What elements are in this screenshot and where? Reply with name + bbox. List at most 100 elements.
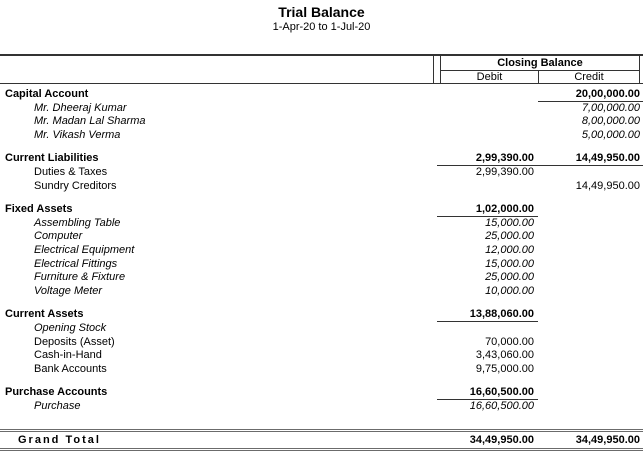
particulars-header-cell <box>0 56 434 83</box>
table-row: Assembling Table 15,000.00 <box>0 217 643 231</box>
credit-amount <box>538 336 643 350</box>
account-label: Opening Stock <box>34 321 107 334</box>
debit-amount: 15,000.00 <box>485 257 534 270</box>
credit-amount: 5,00,000.00 <box>581 128 640 141</box>
account-label: Electrical Equipment <box>34 243 135 256</box>
table-row: Electrical Fittings 15,000.00 <box>0 258 643 272</box>
table-row: Mr. Dheeraj Kumar 7,00,000.00 <box>0 102 643 116</box>
credit-amount: 8,00,000.00 <box>581 115 640 128</box>
table-row: Deposits (Asset) 70,000.00 <box>0 336 643 350</box>
debit-column-header: Debit <box>441 71 539 84</box>
account-label: Computer <box>34 230 83 243</box>
debit-amount <box>437 102 538 116</box>
report-header: Trial Balance 1-Apr-20 to 1-Jul-20 <box>0 0 643 34</box>
table-header: Closing Balance Debit Credit <box>0 54 643 84</box>
table-row: Purchase Accounts 16,60,500.00 <box>0 386 643 400</box>
grand-total-label: Grand Total <box>18 434 101 446</box>
account-label: Electrical Fittings <box>34 257 118 270</box>
table-row: Capital Account 20,00,000.00 <box>0 88 643 102</box>
credit-amount <box>538 285 643 299</box>
credit-amount <box>538 217 643 231</box>
table-row: Duties & Taxes 2,99,390.00 <box>0 166 643 180</box>
credit-amount <box>538 166 643 180</box>
account-label: Purchase <box>34 399 81 412</box>
credit-amount <box>538 258 643 272</box>
account-label: Mr. Madan Lal Sharma <box>34 115 146 128</box>
account-label: Bank Accounts <box>34 362 107 375</box>
table-row: Computer 25,000.00 <box>0 230 643 244</box>
account-label: Capital Account <box>5 88 89 100</box>
table-row: Mr. Vikash Verma 5,00,000.00 <box>0 129 643 143</box>
debit-amount <box>437 115 538 129</box>
table-row: Sundry Creditors 14,49,950.00 <box>0 180 643 194</box>
credit-amount: 20,00,000.00 <box>538 88 643 102</box>
account-label: Deposits (Asset) <box>34 335 115 348</box>
account-label: Fixed Assets <box>5 203 73 216</box>
account-label: Mr. Dheeraj Kumar <box>34 101 127 114</box>
credit-amount: 14,49,950.00 <box>538 152 643 166</box>
table-row: Voltage Meter 10,000.00 <box>0 285 643 299</box>
report-period: 1-Apr-20 to 1-Jul-20 <box>272 21 371 33</box>
debit-amount <box>437 322 538 336</box>
credit-amount <box>538 322 643 336</box>
table-row: Fixed Assets 1,02,000.00 <box>0 203 643 217</box>
account-label: Duties & Taxes <box>34 165 108 178</box>
table-row: Bank Accounts 9,75,000.00 <box>0 363 643 377</box>
table-row: Current Assets 13,88,060.00 <box>0 308 643 322</box>
account-label: Furniture & Fixture <box>34 271 126 284</box>
debit-amount <box>437 88 538 102</box>
account-label: Cash-in-Hand <box>34 349 102 362</box>
debit-amount: 12,000.00 <box>485 243 534 256</box>
credit-amount <box>538 244 643 258</box>
closing-balance-header: Closing Balance <box>441 56 639 71</box>
debit-amount: 25,000.00 <box>485 230 534 243</box>
grand-total-row: Grand Total 34,49,950.00 34,49,950.00 <box>0 429 643 451</box>
grand-total-credit: 34,49,950.00 <box>575 434 640 446</box>
table-row: Current Liabilities 2,99,390.00 14,49,950.… <box>0 152 643 166</box>
debit-amount: 13,88,060.00 <box>437 308 538 322</box>
credit-amount: 7,00,000.00 <box>581 101 640 114</box>
account-label: Assembling Table <box>34 216 121 229</box>
credit-amount <box>538 349 643 363</box>
closing-balance-header-box: Closing Balance Debit Credit <box>440 56 640 84</box>
account-label: Mr. Vikash Verma <box>34 128 121 141</box>
table-row: Mr. Madan Lal Sharma 8,00,000.00 <box>0 115 643 129</box>
credit-amount <box>538 271 643 285</box>
credit-amount <box>538 230 643 244</box>
debit-amount: 16,60,500.00 <box>437 386 538 400</box>
account-label: Current Assets <box>5 308 84 321</box>
debit-amount: 3,43,060.00 <box>475 349 534 362</box>
debit-amount <box>437 129 538 143</box>
debit-amount: 70,000.00 <box>485 335 534 348</box>
debit-amount: 10,000.00 <box>485 284 534 297</box>
table-row: Cash-in-Hand 3,43,060.00 <box>0 349 643 363</box>
table-row: Opening Stock <box>0 322 643 336</box>
table-row: Electrical Equipment 12,000.00 <box>0 244 643 258</box>
debit-amount: 25,000.00 <box>485 271 534 284</box>
debit-amount: 15,000.00 <box>485 216 534 229</box>
account-label: Purchase Accounts <box>5 386 108 399</box>
debit-amount <box>437 180 538 194</box>
account-label: Current Liabilities <box>5 152 99 165</box>
credit-amount <box>538 400 643 414</box>
credit-amount <box>538 308 643 322</box>
credit-amount <box>538 203 643 217</box>
debit-amount: 2,99,390.00 <box>437 152 538 166</box>
credit-amount <box>538 386 643 400</box>
table-row: Furniture & Fixture 25,000.00 <box>0 271 643 285</box>
debit-amount: 1,02,000.00 <box>437 203 538 217</box>
grand-total-debit: 34,49,950.00 <box>469 434 534 446</box>
debit-amount: 2,99,390.00 <box>475 165 534 178</box>
debit-amount: 16,60,500.00 <box>469 399 534 412</box>
debit-amount: 9,75,000.00 <box>475 362 534 375</box>
table-body: Capital Account 20,00,000.00 Mr. Dheeraj K… <box>0 88 643 413</box>
credit-amount: 14,49,950.00 <box>575 179 640 192</box>
account-label: Voltage Meter <box>34 284 103 297</box>
account-label: Sundry Creditors <box>34 179 117 192</box>
table-row: Purchase 16,60,500.00 <box>0 400 643 414</box>
credit-amount <box>538 363 643 377</box>
amount-column-headers: Debit Credit <box>441 71 639 84</box>
credit-column-header: Credit <box>574 71 604 83</box>
page-title: Trial Balance <box>278 4 365 20</box>
